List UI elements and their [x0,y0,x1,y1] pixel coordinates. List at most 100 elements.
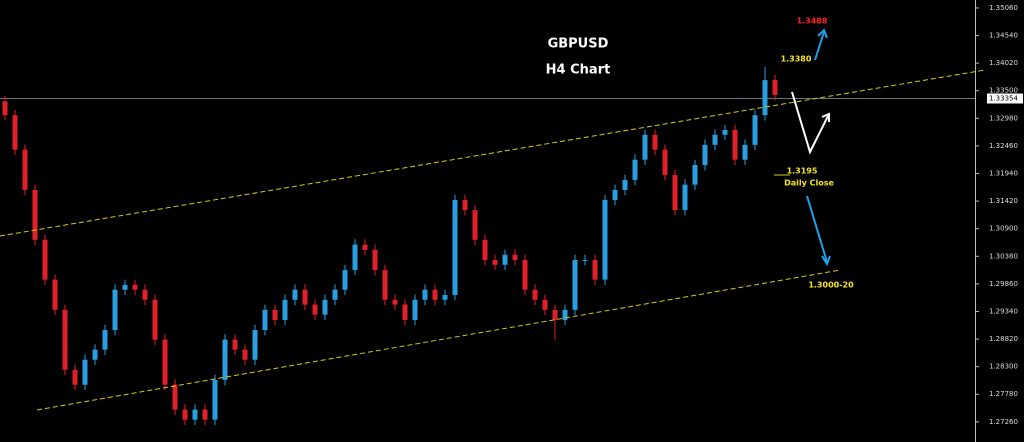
candle-body [432,289,438,300]
candle-body [362,244,368,250]
candle-body [412,299,418,320]
y-tick-label: 1.29340 [989,307,1018,315]
candle-body [572,260,578,310]
candle-body [492,260,498,265]
candle-body [552,309,558,320]
candle-body [762,80,768,116]
y-tick-label: 1.33500 [989,87,1018,95]
candle-body [462,200,468,211]
candle-body [512,254,518,260]
candle-body [542,299,548,310]
candle-body [722,130,728,135]
y-tick-label: 1.27780 [989,390,1018,398]
candle-body [202,409,208,420]
y-tick-label: 1.32980 [989,114,1018,122]
candle-body [182,409,188,420]
y-tick-label: 1.35060 [989,4,1018,12]
candle-body [192,409,198,420]
candle-body [682,184,688,211]
candle-body [732,130,738,160]
candle-body [662,149,668,176]
plot-area [0,66,975,426]
current-price-label: 1.33354 [989,94,1018,102]
candle-body [612,189,618,201]
y-tick-label: 1.29860 [989,280,1018,288]
annotation: 1.3000-20 [808,281,854,290]
y-tick-label: 1.30900 [989,225,1018,233]
candle-body [62,309,68,370]
annotation: 1.3380 [781,55,812,64]
candle-body [632,159,638,180]
arrow [791,91,830,155]
candle-body [402,304,408,320]
candle-body [52,279,58,310]
y-tick-label: 1.30380 [989,252,1018,260]
candle-body [312,304,318,315]
y-tick-label: 1.34540 [989,32,1018,40]
candle-body [152,299,158,340]
candle-body [392,299,398,305]
candle-body [92,349,98,360]
candle-body [622,179,628,190]
candle-body [12,115,18,150]
candle-body [332,289,338,300]
candle-body [452,200,458,296]
candle-body [142,289,148,300]
candle-body [382,270,388,300]
y-tick-label: 1.32460 [989,142,1018,150]
arrow [814,28,828,61]
candle-body [242,349,248,360]
candle-body [692,165,698,185]
candle-body [102,330,108,350]
candle-body [592,260,598,280]
candle-body [162,339,168,385]
candle-body [262,309,268,331]
candle-body [212,379,218,420]
annotation: 1.3195 [787,167,818,176]
candle-body [522,260,528,290]
candle-body [582,260,588,261]
y-tick-label: 1.28820 [989,335,1018,343]
candle-body [502,254,508,265]
candle-body [532,289,538,300]
candle-body [112,289,118,331]
candle-body [602,200,608,280]
annotation: 1.3488 [797,17,828,26]
candle-body [352,244,358,271]
candle-body [172,384,178,410]
candle-body [292,289,298,300]
candle-body [232,339,238,350]
candle-body [712,134,718,145]
current-price-box [987,93,1023,104]
candle-body [282,299,288,320]
candle-body [672,175,678,211]
candle-body [422,289,428,300]
candle-body [752,115,758,145]
trend-line [0,69,986,237]
candle-body [122,284,128,290]
chart-title: GBPUSD [548,37,609,52]
candle-body [272,309,278,320]
candle-body [652,134,658,150]
chart-subtitle: H4 Chart [546,63,611,78]
candle-body [82,359,88,385]
arrow [806,195,831,267]
candle-body [42,239,48,280]
candle-body [372,249,378,271]
candle-body [772,80,778,95]
y-tick-label: 1.31940 [989,170,1018,178]
candle-body [642,134,648,160]
candle-body [562,309,568,320]
annotation: Daily Close [784,179,834,188]
candle-body [32,189,38,240]
y-tick-label: 1.27260 [989,418,1018,426]
y-tick-label: 1.31420 [989,197,1018,205]
y-tick-label: 1.28300 [989,363,1018,371]
candle-body [702,144,708,166]
candle-body [322,299,328,315]
candle-body [342,270,348,290]
candle-body [22,149,28,190]
candle-body [252,330,258,360]
